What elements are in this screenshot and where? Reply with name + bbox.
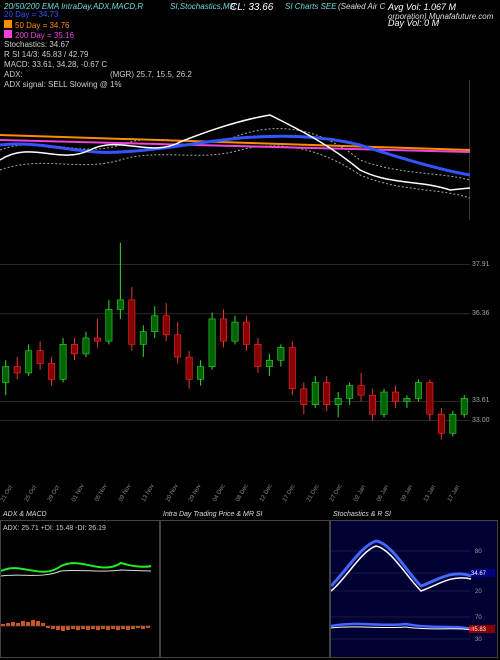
price-axis: 37.9136.3633.6133.00 <box>470 230 500 500</box>
hdr-avgvol: Avg Vol: 1.067 M <box>388 2 456 12</box>
hdr-r2: (Sealed Air C <box>338 2 385 11</box>
adx-title: ADX & MACD <box>3 511 47 518</box>
svg-text:80: 80 <box>475 549 482 555</box>
candlestick-svg <box>0 230 470 500</box>
stoch-panel: Stochastics & R SI 8034.6720703045.8334.… <box>330 520 498 658</box>
hdr-ind2: SI,Stochastics,MR <box>170 2 235 11</box>
hdr-r1: SI Charts SEE <box>285 2 337 11</box>
adx-macd-panel: ADX & MACD ADX: 25.71 +DI: 15.48 -DI: 26… <box>0 520 160 658</box>
stoch-white <box>331 546 471 591</box>
ema20: 20 Day = 34.73 <box>4 10 58 19</box>
chart-root: 20/50/200 EMA IntraDay,ADX,MACD,R SI,Sto… <box>0 0 500 660</box>
macd-hdr: MACD: 33.61, 34.28, -0.67 C <box>4 60 107 69</box>
intraday-title: Intra Day Trading Price & MR SI <box>163 511 262 518</box>
svg-text:70: 70 <box>475 615 482 621</box>
adx-sub: ADX: 25.71 +DI: 15.48 -DI: 26.19 <box>3 525 106 532</box>
adx-white <box>1 570 151 576</box>
adx-hdr: ADX: <box>4 70 23 79</box>
candlestick-chart <box>0 230 470 500</box>
svg-text:30: 30 <box>475 637 482 643</box>
dayvol: Day Vol: 0 M <box>388 18 439 28</box>
ema-dash2 <box>0 146 470 198</box>
svg-text:45.83: 45.83 <box>471 627 487 633</box>
ema-svg <box>0 80 470 220</box>
svg-text:20: 20 <box>475 589 482 595</box>
stoch-hdr: Stochastics: 34.67 <box>4 40 69 49</box>
ema50: 50 Day = 34.76 <box>4 20 69 30</box>
price-line <box>0 115 470 190</box>
svg-text:34.67: 34.67 <box>471 571 487 577</box>
ema200: 200 Day = 35.16 <box>4 30 74 40</box>
intraday-panel: Intra Day Trading Price & MR SI <box>160 520 330 658</box>
adx-svg <box>1 521 159 657</box>
rsi-hdr: R SI 14/3: 45.83 / 42.79 <box>4 50 89 59</box>
hdr-cl: CL: 33.66 <box>230 2 273 13</box>
header-block: 20/50/200 EMA IntraDay,ADX,MACD,R SI,Sto… <box>0 0 500 80</box>
indicator-panels: ADX & MACD ADX: 25.71 +DI: 15.48 -DI: 26… <box>0 520 500 660</box>
mgr-hdr: (MGR) 25.7, 15.5, 26.2 <box>110 70 192 79</box>
rsi-dot <box>469 627 473 631</box>
ema-chart <box>0 80 470 220</box>
stoch-title: Stochastics & R SI <box>333 511 391 518</box>
stoch-svg: 8034.6720703045.8334.67 <box>331 521 497 657</box>
